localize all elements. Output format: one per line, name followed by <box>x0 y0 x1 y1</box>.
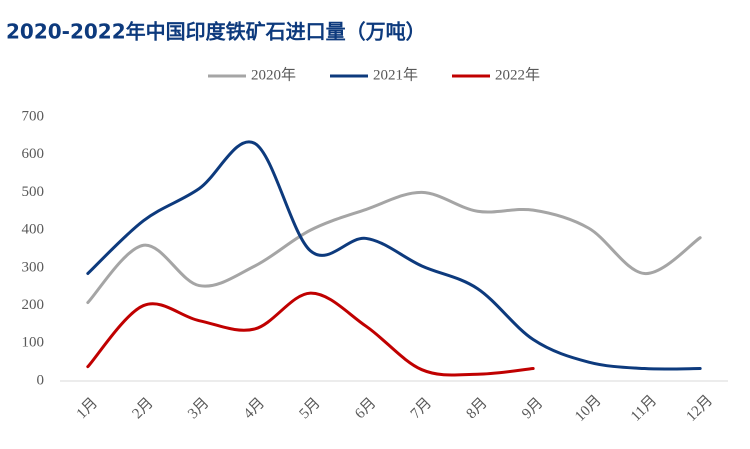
x-tick-label: 5月 <box>296 395 323 422</box>
y-tick-label: 600 <box>22 146 45 162</box>
x-tick-label: 1月 <box>74 395 101 422</box>
chart-title: 2020-2022年中国印度铁矿石进口量（万吨） <box>6 20 426 44</box>
x-tick-label: 8月 <box>463 395 490 422</box>
x-tick-label: 4月 <box>241 395 268 422</box>
y-tick-label: 500 <box>22 184 45 200</box>
y-tick-label: 200 <box>22 297 45 313</box>
x-tick-label: 12月 <box>683 392 716 425</box>
line-series <box>86 190 702 305</box>
x-tick-label: 3月 <box>185 395 212 422</box>
legend-label: 2021年 <box>373 66 418 83</box>
line-series <box>86 140 702 371</box>
y-tick-label: 700 <box>22 108 45 124</box>
x-tick-label: 6月 <box>352 395 379 422</box>
y-tick-label: 300 <box>22 259 45 275</box>
x-tick-label: 9月 <box>519 395 546 422</box>
y-tick-label: 100 <box>22 335 45 351</box>
x-tick-label: 7月 <box>408 395 435 422</box>
x-tick-label: 11月 <box>628 393 660 425</box>
line-series <box>86 291 535 377</box>
legend-label: 2020年 <box>251 66 296 83</box>
legend-label: 2022年 <box>495 66 540 83</box>
y-tick-label: 400 <box>22 222 45 238</box>
y-tick-label: 0 <box>37 372 45 388</box>
x-tick-label: 10月 <box>572 392 605 425</box>
x-tick-label: 2月 <box>129 395 156 422</box>
